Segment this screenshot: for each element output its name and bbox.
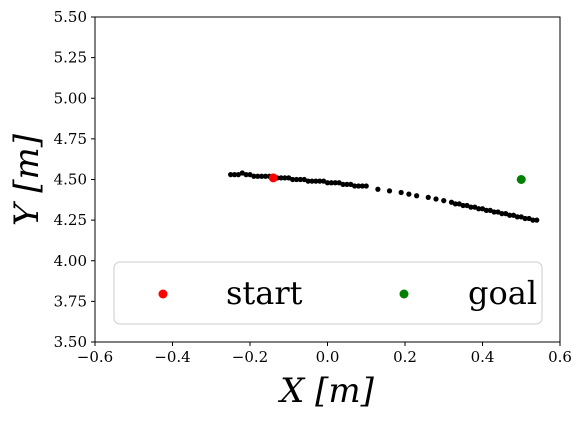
- x-tick-label: −0.2: [232, 348, 268, 366]
- x-tick-label: 0.6: [548, 348, 572, 366]
- trajectory-point: [363, 183, 369, 189]
- y-tick-label: 4.25: [54, 211, 87, 229]
- trajectory-point: [278, 175, 284, 181]
- trajectory-point: [259, 173, 265, 179]
- trajectory-point: [507, 212, 513, 218]
- plot-frame: [94, 16, 561, 343]
- axis-ticks: −0.6 −0.4 −0.2 0.0 0.2 0.4 0.6 3.50 3.75 4.00 4.25…: [54, 8, 572, 366]
- trajectory-point: [375, 186, 381, 192]
- trajectory-point: [398, 189, 404, 196]
- trajectory-point: [328, 180, 334, 186]
- trajectory-point: [476, 206, 482, 212]
- trajectory-point: [352, 183, 358, 189]
- legend-frame: [113, 261, 543, 325]
- start-goal-markers: [268, 173, 526, 184]
- trajectory-point: [522, 215, 528, 222]
- y-tick-label: 4.75: [54, 130, 87, 148]
- trajectory-point: [355, 183, 362, 189]
- trajectory-point: [344, 181, 350, 187]
- y-tick-label: 4.00: [54, 252, 87, 270]
- trajectory-point: [297, 176, 303, 183]
- trajectory-point: [530, 217, 536, 223]
- trajectory-point: [293, 176, 300, 183]
- trajectory-point: [251, 173, 257, 179]
- legend: start goal: [113, 261, 543, 325]
- trajectory-point: [309, 178, 315, 184]
- y-tick-label: 5.50: [54, 8, 87, 26]
- trajectory-point: [433, 196, 439, 202]
- trajectory-point: [499, 211, 505, 217]
- trajectory-point: [483, 207, 489, 213]
- trajectory-point: [231, 172, 238, 178]
- legend-goal-marker: [399, 289, 409, 299]
- trajectory-point: [414, 193, 420, 199]
- trajectory-point: [514, 214, 520, 220]
- goal-point: [516, 175, 526, 184]
- trajectory-point: [282, 175, 288, 181]
- trajectory-point: [491, 209, 497, 215]
- y-tick-label: 4.50: [54, 171, 87, 189]
- y-tick-label: 5.25: [54, 49, 87, 67]
- trajectory-point: [441, 198, 447, 204]
- trajectory-point: [332, 180, 338, 186]
- trajectory-point: [228, 172, 234, 178]
- legend-start-label: start: [226, 274, 303, 312]
- x-tick-label: −0.6: [77, 348, 113, 366]
- trajectory-point: [425, 194, 431, 200]
- trajectory-point: [290, 176, 296, 183]
- trajectory-point: [255, 173, 261, 179]
- trajectory-point: [340, 181, 346, 187]
- trajectory-point: [243, 172, 249, 178]
- trajectory-point: [262, 173, 269, 179]
- trajectory-point: [468, 204, 474, 210]
- trajectory-point: [386, 188, 393, 194]
- y-tick-label: 5.00: [54, 89, 87, 107]
- trajectory-point: [406, 191, 412, 197]
- legend-start-marker: [158, 289, 168, 299]
- x-axis-label: X [m]: [277, 371, 375, 411]
- start-point: [268, 173, 278, 183]
- legend-goal-label: goal: [468, 274, 537, 312]
- trajectory-point: [324, 180, 331, 186]
- x-tick-label: 0.4: [471, 348, 495, 366]
- y-tick-label: 3.50: [54, 333, 87, 351]
- trajectory-point: [534, 217, 540, 223]
- y-tick-label: 3.75: [54, 292, 87, 310]
- x-tick-label: −0.4: [154, 348, 190, 366]
- trajectory-point: [305, 178, 311, 184]
- trajectory-point: [452, 201, 458, 207]
- y-axis-label: Y [m]: [7, 133, 47, 226]
- trajectory-point: [313, 178, 319, 184]
- trajectory-points: [228, 170, 540, 223]
- x-tick-label: 0.0: [316, 348, 340, 366]
- trajectory-point: [317, 178, 323, 184]
- x-tick-label: 0.2: [393, 348, 417, 366]
- trajectory-point: [460, 202, 466, 209]
- trajectory-point: [359, 183, 365, 189]
